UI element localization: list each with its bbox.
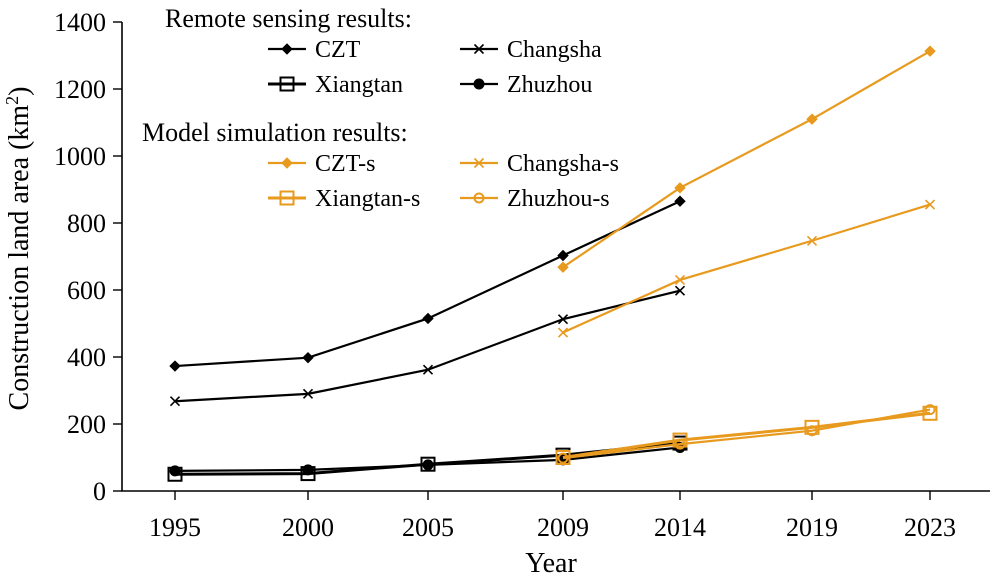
data-point bbox=[557, 261, 569, 273]
data-point bbox=[557, 314, 569, 325]
legend-group: Model simulation results: CZT-s Changsha-s… bbox=[142, 118, 619, 212]
y-tick-label: 400 bbox=[67, 343, 106, 372]
y-axis-title-text: Construction land area (km bbox=[4, 105, 35, 411]
legend-label: Changsha bbox=[507, 37, 602, 63]
legend-item: Xiangtan-s bbox=[268, 186, 420, 212]
legend-group-title: Remote sensing results: bbox=[165, 4, 412, 33]
y-tick-label: 600 bbox=[67, 276, 106, 305]
data-point bbox=[169, 465, 181, 477]
data-point bbox=[674, 195, 686, 207]
data-point bbox=[804, 419, 820, 435]
legend-swatch-marker bbox=[473, 192, 485, 204]
legend-swatch-marker bbox=[473, 43, 485, 55]
series-line bbox=[562, 408, 931, 460]
legend-swatch-marker bbox=[473, 78, 485, 90]
legend-swatch-marker bbox=[279, 76, 295, 92]
series-changsha-s bbox=[557, 199, 936, 338]
series-czt-s bbox=[557, 45, 936, 273]
y-tick-label: 800 bbox=[67, 209, 106, 238]
legend-label: Changsha-s bbox=[507, 151, 619, 177]
data-point bbox=[169, 360, 181, 372]
data-point bbox=[674, 182, 686, 194]
x-tick-label: 2023 bbox=[904, 513, 956, 542]
legend-label: Xiangtan-s bbox=[315, 186, 420, 212]
series-xiangtan bbox=[167, 435, 688, 482]
data-point bbox=[806, 235, 818, 246]
series-line bbox=[562, 203, 931, 334]
data-point bbox=[302, 464, 314, 476]
data-point bbox=[674, 274, 686, 286]
axes: 0 200 400 600 800 1000 1200 1400 1995 2000 2005 200… bbox=[2, 8, 990, 573]
legend-label: Xiangtan bbox=[315, 72, 403, 98]
data-point bbox=[302, 351, 314, 364]
legend-swatch-marker bbox=[281, 43, 293, 55]
legend-item: Xiangtan bbox=[268, 72, 403, 98]
series-zhuzhou-s bbox=[557, 404, 936, 464]
y-axis-title-superscript: 2 bbox=[2, 96, 22, 105]
legend-swatch-marker bbox=[279, 190, 295, 206]
data-point bbox=[674, 285, 686, 296]
y-axis-title-close: ) bbox=[4, 87, 35, 96]
series-layer bbox=[167, 45, 938, 482]
data-point bbox=[922, 405, 938, 421]
data-point bbox=[924, 199, 936, 210]
data-point bbox=[924, 45, 936, 57]
legend-item: Changsha bbox=[460, 37, 602, 63]
series-changsha bbox=[169, 285, 686, 407]
data-point bbox=[557, 327, 569, 338]
x-axis-title: Year bbox=[525, 548, 577, 573]
series-czt bbox=[169, 195, 686, 372]
y-axis-title: Construction land area (km2) bbox=[2, 87, 35, 411]
legend-label: CZT bbox=[315, 37, 361, 63]
data-point bbox=[302, 388, 314, 399]
legend-label: Zhuzhou-s bbox=[507, 186, 610, 212]
data-point bbox=[806, 425, 818, 437]
y-tick-label: 200 bbox=[67, 410, 106, 439]
x-tick-label: 2005 bbox=[402, 513, 454, 542]
data-point bbox=[674, 438, 686, 450]
legend: Remote sensing results: CZT Changsha Xiangt… bbox=[142, 4, 619, 212]
x-tick-label: 2009 bbox=[537, 513, 589, 542]
legend-item: Zhuzhou bbox=[460, 72, 592, 98]
x-tick-label: 1995 bbox=[149, 513, 201, 542]
legend-item: Changsha-s bbox=[460, 151, 619, 177]
legend-group-title: Model simulation results: bbox=[142, 118, 408, 147]
x-tick-label: 2000 bbox=[282, 513, 334, 542]
legend-label: Zhuzhou bbox=[507, 72, 592, 98]
data-point bbox=[422, 312, 434, 325]
data-point bbox=[557, 452, 569, 464]
data-point bbox=[806, 113, 818, 125]
y-tick-label: 1400 bbox=[54, 8, 106, 37]
legend-item: Zhuzhou-s bbox=[460, 186, 610, 212]
data-point bbox=[169, 396, 181, 407]
x-tick-label: 2019 bbox=[786, 513, 838, 542]
data-point bbox=[924, 404, 936, 416]
series-line bbox=[562, 50, 931, 269]
series-line bbox=[174, 200, 681, 368]
data-point bbox=[557, 249, 569, 262]
data-point bbox=[422, 364, 434, 375]
legend-item: CZT bbox=[268, 37, 361, 63]
y-tick-label: 1200 bbox=[54, 75, 106, 104]
y-tick-label: 0 bbox=[93, 477, 106, 506]
legend-swatch-marker bbox=[473, 157, 485, 169]
y-tick-label: 1000 bbox=[54, 142, 106, 171]
data-point bbox=[422, 459, 434, 471]
data-point bbox=[672, 432, 688, 448]
x-tick-label: 2014 bbox=[654, 513, 706, 542]
legend-group: Remote sensing results: CZT Changsha Xiangt… bbox=[165, 4, 602, 98]
legend-item: CZT-s bbox=[268, 151, 375, 177]
legend-swatch-marker bbox=[281, 157, 293, 169]
legend-label: CZT-s bbox=[315, 151, 375, 177]
series-line bbox=[174, 289, 681, 403]
